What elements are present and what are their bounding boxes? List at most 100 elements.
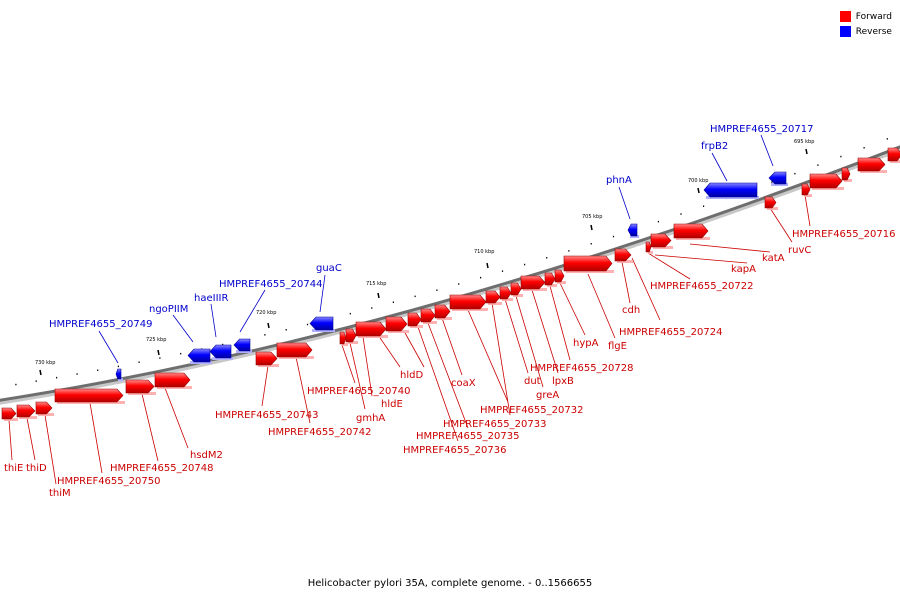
leader-line [689,243,771,253]
gene-label-reverse[interactable]: phnA [606,175,632,186]
gene-label-forward[interactable]: HMPREF4655_20722 [650,281,753,292]
minor-tick [15,383,17,386]
gene-shadow [771,183,788,186]
gene-label-forward[interactable]: kapA [731,264,756,275]
leader-line [261,365,269,407]
gene-label-forward[interactable]: lpxB [552,376,574,387]
forward-gene-arrow [520,275,546,290]
gene-shadow [57,401,125,404]
gene-label-forward[interactable]: HMPREF4655_20724 [619,327,722,338]
leader-line [441,317,463,376]
legend-forward-label: Forward [855,11,892,22]
gene-shadow [648,251,653,254]
gene-label-forward[interactable]: katA [762,253,785,264]
gene-label-forward[interactable]: HMPREF4655_20735 [416,431,519,442]
gene-label-forward[interactable]: HMPREF4655_20743 [215,410,318,421]
gene-label-reverse[interactable]: HMPREF4655_20749 [49,319,152,330]
leader-line [804,194,811,227]
tick-mark [805,148,808,155]
gene-shadow [547,284,557,287]
gene-label-reverse[interactable]: HMPREF4655_20717 [710,124,813,135]
gene-label-forward[interactable]: thiD [26,463,47,474]
scale-ticks: 730 kbp 725 kbp 720 kbp 715 kbp 710 kbp … [35,139,814,376]
gene-shadow [437,317,452,320]
gene-label-forward[interactable]: gmhA [356,413,385,424]
forward-gene-arrow [276,342,313,358]
gene-shadow [19,416,37,419]
gene-shadow [844,179,852,182]
gene-label-forward[interactable]: hldE [381,399,403,410]
leader-line [172,314,194,343]
leader-line [341,344,356,384]
gene-label-forward[interactable]: thiM [49,488,71,499]
forward-gene-arrow [125,379,155,394]
gene-label-forward[interactable]: greA [536,390,559,401]
minor-tick [138,361,140,363]
leader-line [427,322,469,429]
leader-line [319,274,326,313]
backbone [0,145,900,402]
gene-label-forward[interactable]: HMPREF4655_20733 [443,419,546,430]
forward-gene-arrow [563,255,613,272]
gene-label-forward[interactable]: HMPREF4655_20716 [792,229,895,240]
gene-label-reverse[interactable]: ngoPIIM [149,304,188,315]
gene-label-forward[interactable]: cdh [622,305,640,316]
leader-line [8,419,13,461]
gene-shadow [279,356,314,359]
minor-tick [840,155,842,158]
gene-shadow [557,281,566,284]
gene-label-forward[interactable]: hsdM2 [190,450,223,461]
gene-label-reverse[interactable]: frpB2 [701,141,728,152]
gene-label-forward[interactable]: HMPREF4655_20748 [110,463,213,474]
minor-tick [56,376,58,379]
forward-gene-arrow [16,404,36,418]
leader-line [403,330,425,368]
leader-line [141,393,159,462]
forward-gene-arrow [764,196,777,209]
gene-shadow [190,361,212,364]
minor-tick [546,257,548,259]
gene-label-forward[interactable]: HMPREF4655_20728 [530,363,633,374]
gene-shadow [502,298,513,301]
gene-label-forward[interactable]: HMPREF4655_20736 [403,445,506,456]
forward-gene-arrow [645,241,652,253]
leader-line [295,356,311,424]
gene-shadow [423,321,437,324]
gene-label-forward[interactable]: coaX [451,378,476,389]
gene-shadow [630,235,639,238]
tick-label: 700 kbp [688,178,708,184]
leader-line [89,402,103,474]
gene-label-forward[interactable]: HMPREF4655_20750 [57,476,160,487]
minor-tick [794,172,796,175]
gene-label-forward[interactable]: dut [524,376,541,387]
gene-label-reverse[interactable]: HMPREF4655_20744 [219,279,322,290]
minor-tick [35,380,37,382]
forward-gene-arrow [154,372,191,388]
gene-label-forward[interactable]: hldD [400,370,423,381]
minor-tick [703,205,705,207]
gene-label-forward[interactable]: flgE [608,341,627,352]
leader-line [631,257,661,321]
forward-gene-arrow [650,233,672,248]
forward-gene-arrow [841,167,851,181]
leader-line [98,330,119,364]
minor-tick [480,276,482,279]
gene-label-forward[interactable]: thiE [4,463,23,474]
leader-line [491,302,511,416]
minor-tick [458,283,460,285]
tick-mark [157,349,160,356]
gene-label-forward[interactable]: HMPREF4655_20742 [268,427,371,438]
gene-label-reverse[interactable]: haeIIIR [194,293,228,304]
gene-label-forward[interactable]: HMPREF4655_20740 [307,386,410,397]
gene-label-forward[interactable]: HMPREF4655_20732 [480,405,583,416]
leader-line [164,387,189,449]
gene-shadow [236,350,252,353]
minor-tick [612,235,615,238]
gene-label-forward[interactable]: hypA [573,338,599,349]
forward-gene-arrow [35,401,53,415]
forward-gene-arrow [801,183,811,196]
forward-gene-arrow [434,304,451,319]
gene-label-reverse[interactable]: guaC [316,263,342,274]
gene-label-forward[interactable]: ruvC [788,245,811,256]
tick-label: 705 kbp [582,214,602,220]
